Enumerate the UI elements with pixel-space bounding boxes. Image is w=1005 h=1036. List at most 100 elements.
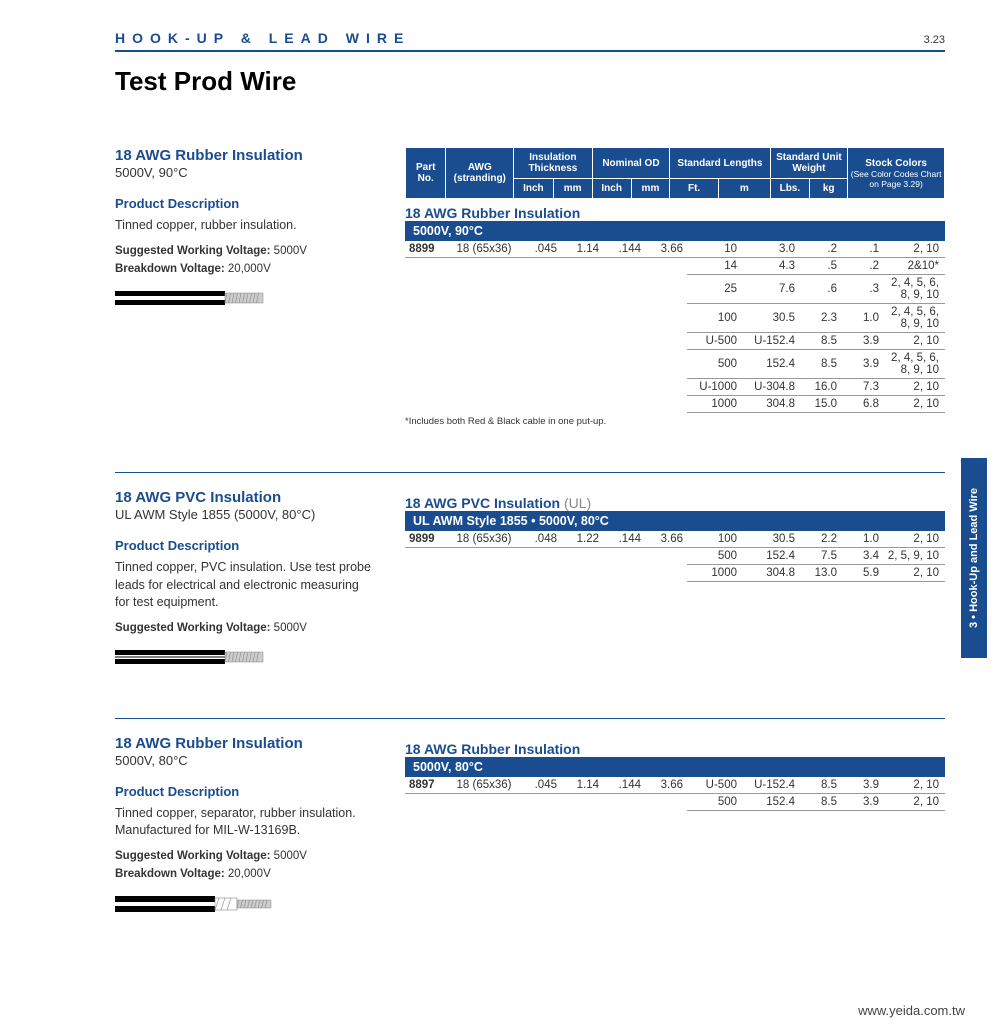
cell-od-inch [603,379,645,396]
cell-od-inch [603,565,645,582]
cell-part-no [405,304,449,333]
cell-ft: 14 [687,258,741,275]
spec-line: Breakdown Voltage: 20,000V [115,263,375,275]
cell-part-no [405,258,449,275]
cell-lbs: 16.0 [799,379,841,396]
cell-kg: 3.4 [841,548,883,565]
cell-ft: U-1000 [687,379,741,396]
cell-ins-inch [519,379,561,396]
cell-ins-mm [561,350,603,379]
cell-m: 4.3 [741,258,799,275]
cell-od-mm: 3.66 [645,531,687,548]
cell-kg: 3.9 [841,777,883,794]
cell-od-mm [645,333,687,350]
cell-ins-inch [519,258,561,275]
col-stock-colors: Stock Colors(See Color Codes Chart on Pa… [848,148,945,199]
table-row: 8897 18 (65x36) .045 1.14 .144 3.66 U-50… [405,777,945,794]
cell-part-no: 9899 [405,531,449,548]
cell-colors: 2, 10 [883,241,945,258]
cell-ins-inch [519,304,561,333]
table-row: 1000 304.8 13.0 5.9 2, 10 [405,565,945,582]
product-section: 18 AWG PVC Insulation UL AWM Style 1855 … [115,489,945,673]
cell-m: 7.6 [741,275,799,304]
cell-od-inch: .144 [603,241,645,258]
cell-od-mm [645,258,687,275]
product-info: 18 AWG Rubber Insulation 5000V, 80°C Pro… [115,735,375,921]
cell-awg: 18 (65x36) [449,241,519,258]
cell-ins-inch [519,565,561,582]
description-heading: Product Description [115,784,375,799]
cell-awg [449,258,519,275]
cell-od-mm [645,304,687,333]
cell-m: U-152.4 [741,777,799,794]
cell-ins-mm [561,548,603,565]
product-subtitle: 5000V, 80°C [115,753,375,768]
cell-ins-inch: .045 [519,777,561,794]
cell-ins-inch: .045 [519,241,561,258]
cell-part-no: 8897 [405,777,449,794]
cell-awg [449,333,519,350]
cell-lbs: 7.5 [799,548,841,565]
cell-od-mm [645,275,687,304]
spec-header-table: Part No. AWG (stranding) Insulation Thic… [405,147,945,199]
section-separator [115,472,945,473]
cell-m: 3.0 [741,241,799,258]
spec-line: Suggested Working Voltage: 5000V [115,245,375,257]
product-subtitle: UL AWM Style 1855 (5000V, 80°C) [115,507,375,522]
col-std-weight: Standard Unit Weight [770,148,848,179]
cell-lbs: 2.3 [799,304,841,333]
cell-kg: .3 [841,275,883,304]
cell-od-inch: .144 [603,531,645,548]
cell-ins-mm [561,793,603,810]
col-inch: Inch [592,179,631,199]
cell-od-mm: 3.66 [645,777,687,794]
cell-awg [449,379,519,396]
table-band: 5000V, 80°C [405,757,945,777]
product-title: 18 AWG Rubber Insulation [115,147,375,165]
description-body: Tinned copper, PVC insulation. Use test … [115,559,375,612]
description-body: Tinned copper, rubber insulation. [115,217,375,235]
cell-kg: 3.9 [841,793,883,810]
cell-m: U-152.4 [741,333,799,350]
col-lbs: Lbs. [770,179,809,199]
cell-ins-mm: 1.22 [561,531,603,548]
cell-ft: U-500 [687,777,741,794]
cell-colors: 2, 10 [883,379,945,396]
cell-od-mm [645,548,687,565]
cell-colors: 2, 10 [883,396,945,413]
cell-part-no [405,333,449,350]
cell-ins-inch [519,396,561,413]
page-number: 3.23 [924,34,945,46]
category-label: HOOK-UP & LEAD WIRE [115,30,410,46]
cell-kg: 5.9 [841,565,883,582]
page-title: Test Prod Wire [115,66,945,97]
table-row: 500 152.4 7.5 3.4 2, 5, 9, 10 [405,548,945,565]
col-ins-thickness: Insulation Thickness [514,148,593,179]
cell-ft: 10 [687,241,741,258]
col-m: m [718,179,770,199]
cell-lbs: .6 [799,275,841,304]
description-body: Tinned copper, separator, rubber insulat… [115,805,375,840]
footer-url: www.yeida.com.tw [858,1003,965,1018]
cell-awg: 18 (65x36) [449,531,519,548]
table-footnote: *Includes both Red & Black cable in one … [405,416,945,427]
cell-colors: 2, 10 [883,777,945,794]
cell-awg [449,793,519,810]
cell-part-no [405,350,449,379]
cell-ft: U-500 [687,333,741,350]
data-table: 8897 18 (65x36) .045 1.14 .144 3.66 U-50… [405,777,945,811]
cell-lbs: .2 [799,241,841,258]
cell-ins-mm: 1.14 [561,241,603,258]
cell-m: 152.4 [741,350,799,379]
cell-part-no [405,275,449,304]
cell-ins-inch [519,275,561,304]
product-table-area: Part No. AWG (stranding) Insulation Thic… [405,147,945,427]
cell-ins-mm [561,333,603,350]
table-caption: 18 AWG Rubber Insulation [405,205,945,221]
col-ft: Ft. [670,179,719,199]
cell-od-mm [645,396,687,413]
section-separator [115,718,945,719]
cell-od-mm [645,379,687,396]
table-row: 500 152.4 8.5 3.9 2, 10 [405,793,945,810]
cell-od-inch [603,548,645,565]
